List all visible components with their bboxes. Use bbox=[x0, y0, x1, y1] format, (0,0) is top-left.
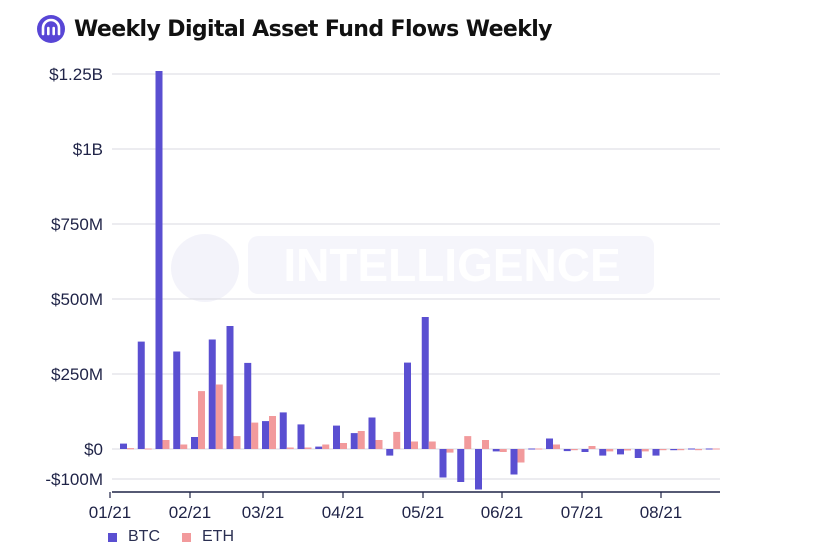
legend-label-eth: ETH bbox=[202, 528, 234, 545]
legend-item-eth[interactable]: ETH bbox=[182, 528, 234, 546]
y-tick-label: -$100M bbox=[45, 470, 103, 489]
eth-bar[interactable] bbox=[144, 448, 152, 450]
btc-bar[interactable] bbox=[705, 448, 713, 450]
btc-bar[interactable] bbox=[528, 448, 536, 450]
btc-bar[interactable] bbox=[315, 446, 323, 449]
eth-bar[interactable] bbox=[659, 449, 667, 451]
btc-bar[interactable] bbox=[457, 449, 465, 482]
legend: BTC ETH bbox=[108, 528, 256, 546]
btc-bar[interactable] bbox=[581, 449, 589, 452]
x-tick-label: 05/21 bbox=[402, 503, 445, 522]
legend-swatch-btc bbox=[108, 532, 117, 542]
bars bbox=[120, 71, 720, 490]
btc-bar[interactable] bbox=[670, 449, 678, 451]
eth-bar[interactable] bbox=[535, 448, 543, 450]
y-tick-label: $0 bbox=[84, 440, 103, 459]
x-tick-label: 04/21 bbox=[322, 503, 365, 522]
chart-header: Weekly Digital Asset Fund Flows Weekly bbox=[36, 12, 553, 46]
eth-bar[interactable] bbox=[340, 443, 347, 449]
eth-bar[interactable] bbox=[393, 431, 401, 449]
x-tick-label: 06/21 bbox=[481, 503, 524, 522]
btc-bar[interactable] bbox=[386, 449, 394, 456]
x-axis: 01/21 02/21 03/21 04/21 05/21 06/21 07/21 08/21 bbox=[89, 491, 720, 522]
eth-bar[interactable] bbox=[251, 422, 259, 449]
eth-bar[interactable] bbox=[411, 441, 418, 450]
kraken-logo-icon bbox=[37, 15, 65, 43]
eth-bar[interactable] bbox=[304, 447, 312, 450]
watermark-text: INTELLIGENCE bbox=[283, 239, 620, 291]
btc-bar[interactable] bbox=[404, 362, 411, 449]
eth-bar[interactable] bbox=[464, 436, 472, 449]
btc-bar[interactable] bbox=[368, 417, 376, 450]
eth-bar[interactable] bbox=[428, 441, 436, 450]
legend-label-btc: BTC bbox=[128, 528, 160, 545]
eth-bar[interactable] bbox=[127, 448, 134, 450]
btc-bar[interactable] bbox=[226, 326, 234, 449]
eth-bar[interactable] bbox=[570, 449, 578, 451]
legend-item-btc[interactable]: BTC bbox=[108, 528, 160, 546]
eth-bar[interactable] bbox=[286, 447, 294, 450]
eth-bar[interactable] bbox=[482, 440, 489, 449]
watermark: INTELLIGENCE bbox=[171, 234, 654, 302]
btc-bar[interactable] bbox=[350, 433, 358, 449]
btc-bar[interactable] bbox=[137, 341, 145, 449]
eth-bar[interactable] bbox=[517, 449, 525, 463]
eth-bar[interactable] bbox=[446, 449, 454, 453]
btc-bar[interactable] bbox=[688, 448, 695, 450]
btc-bar[interactable] bbox=[599, 449, 607, 456]
btc-bar[interactable] bbox=[439, 449, 447, 478]
y-axis: $1.25B $1B $750M $500M $250M $0 -$100M bbox=[45, 65, 103, 489]
eth-bar[interactable] bbox=[180, 444, 188, 450]
x-tick-label: 01/21 bbox=[89, 503, 132, 522]
eth-bar[interactable] bbox=[357, 431, 365, 449]
btc-bar[interactable] bbox=[173, 351, 181, 450]
btc-bar[interactable] bbox=[155, 71, 163, 449]
eth-bar[interactable] bbox=[198, 391, 205, 449]
x-tick-label: 02/21 bbox=[169, 503, 212, 522]
y-tick-label: $1.25B bbox=[49, 65, 103, 84]
x-tick-label: 07/21 bbox=[561, 503, 604, 522]
btc-bar[interactable] bbox=[262, 421, 269, 449]
eth-bar[interactable] bbox=[606, 449, 614, 452]
btc-bar[interactable] bbox=[652, 449, 660, 456]
chart-title: Weekly Digital Asset Fund Flows Weekly bbox=[74, 16, 553, 42]
x-tick-label: 03/21 bbox=[242, 503, 285, 522]
btc-bar[interactable] bbox=[297, 424, 305, 449]
btc-bar[interactable] bbox=[563, 449, 571, 452]
btc-bar[interactable] bbox=[510, 449, 518, 475]
eth-bar[interactable] bbox=[695, 449, 702, 451]
eth-bar[interactable] bbox=[375, 440, 383, 449]
eth-bar[interactable] bbox=[712, 448, 720, 450]
eth-bar[interactable] bbox=[269, 416, 276, 449]
eth-bar[interactable] bbox=[553, 444, 560, 450]
btc-bar[interactable] bbox=[421, 317, 429, 449]
y-tick-label: $250M bbox=[51, 365, 103, 384]
btc-bar[interactable] bbox=[208, 339, 216, 450]
legend-swatch-eth bbox=[182, 532, 191, 542]
eth-bar[interactable] bbox=[215, 384, 223, 450]
y-tick-label: $500M bbox=[51, 290, 103, 309]
x-tick-label: 08/21 bbox=[640, 503, 683, 522]
btc-bar[interactable] bbox=[546, 438, 553, 450]
eth-bar[interactable] bbox=[233, 436, 241, 449]
eth-bar[interactable] bbox=[322, 444, 330, 450]
btc-bar[interactable] bbox=[617, 449, 624, 455]
btc-bar[interactable] bbox=[244, 362, 252, 449]
btc-bar[interactable] bbox=[279, 412, 287, 449]
eth-bar[interactable] bbox=[162, 440, 170, 449]
eth-bar[interactable] bbox=[641, 449, 649, 452]
eth-bar[interactable] bbox=[499, 449, 507, 452]
btc-bar[interactable] bbox=[492, 449, 500, 452]
y-tick-label: $1B bbox=[73, 140, 103, 159]
btc-bar[interactable] bbox=[191, 437, 198, 449]
eth-bar[interactable] bbox=[624, 449, 631, 451]
btc-bar[interactable] bbox=[475, 449, 482, 490]
btc-bar[interactable] bbox=[333, 425, 340, 449]
btc-bar[interactable] bbox=[120, 443, 127, 449]
y-tick-label: $750M bbox=[51, 215, 103, 234]
btc-bar[interactable] bbox=[634, 449, 642, 458]
eth-bar[interactable] bbox=[677, 449, 685, 451]
eth-bar[interactable] bbox=[588, 446, 596, 449]
